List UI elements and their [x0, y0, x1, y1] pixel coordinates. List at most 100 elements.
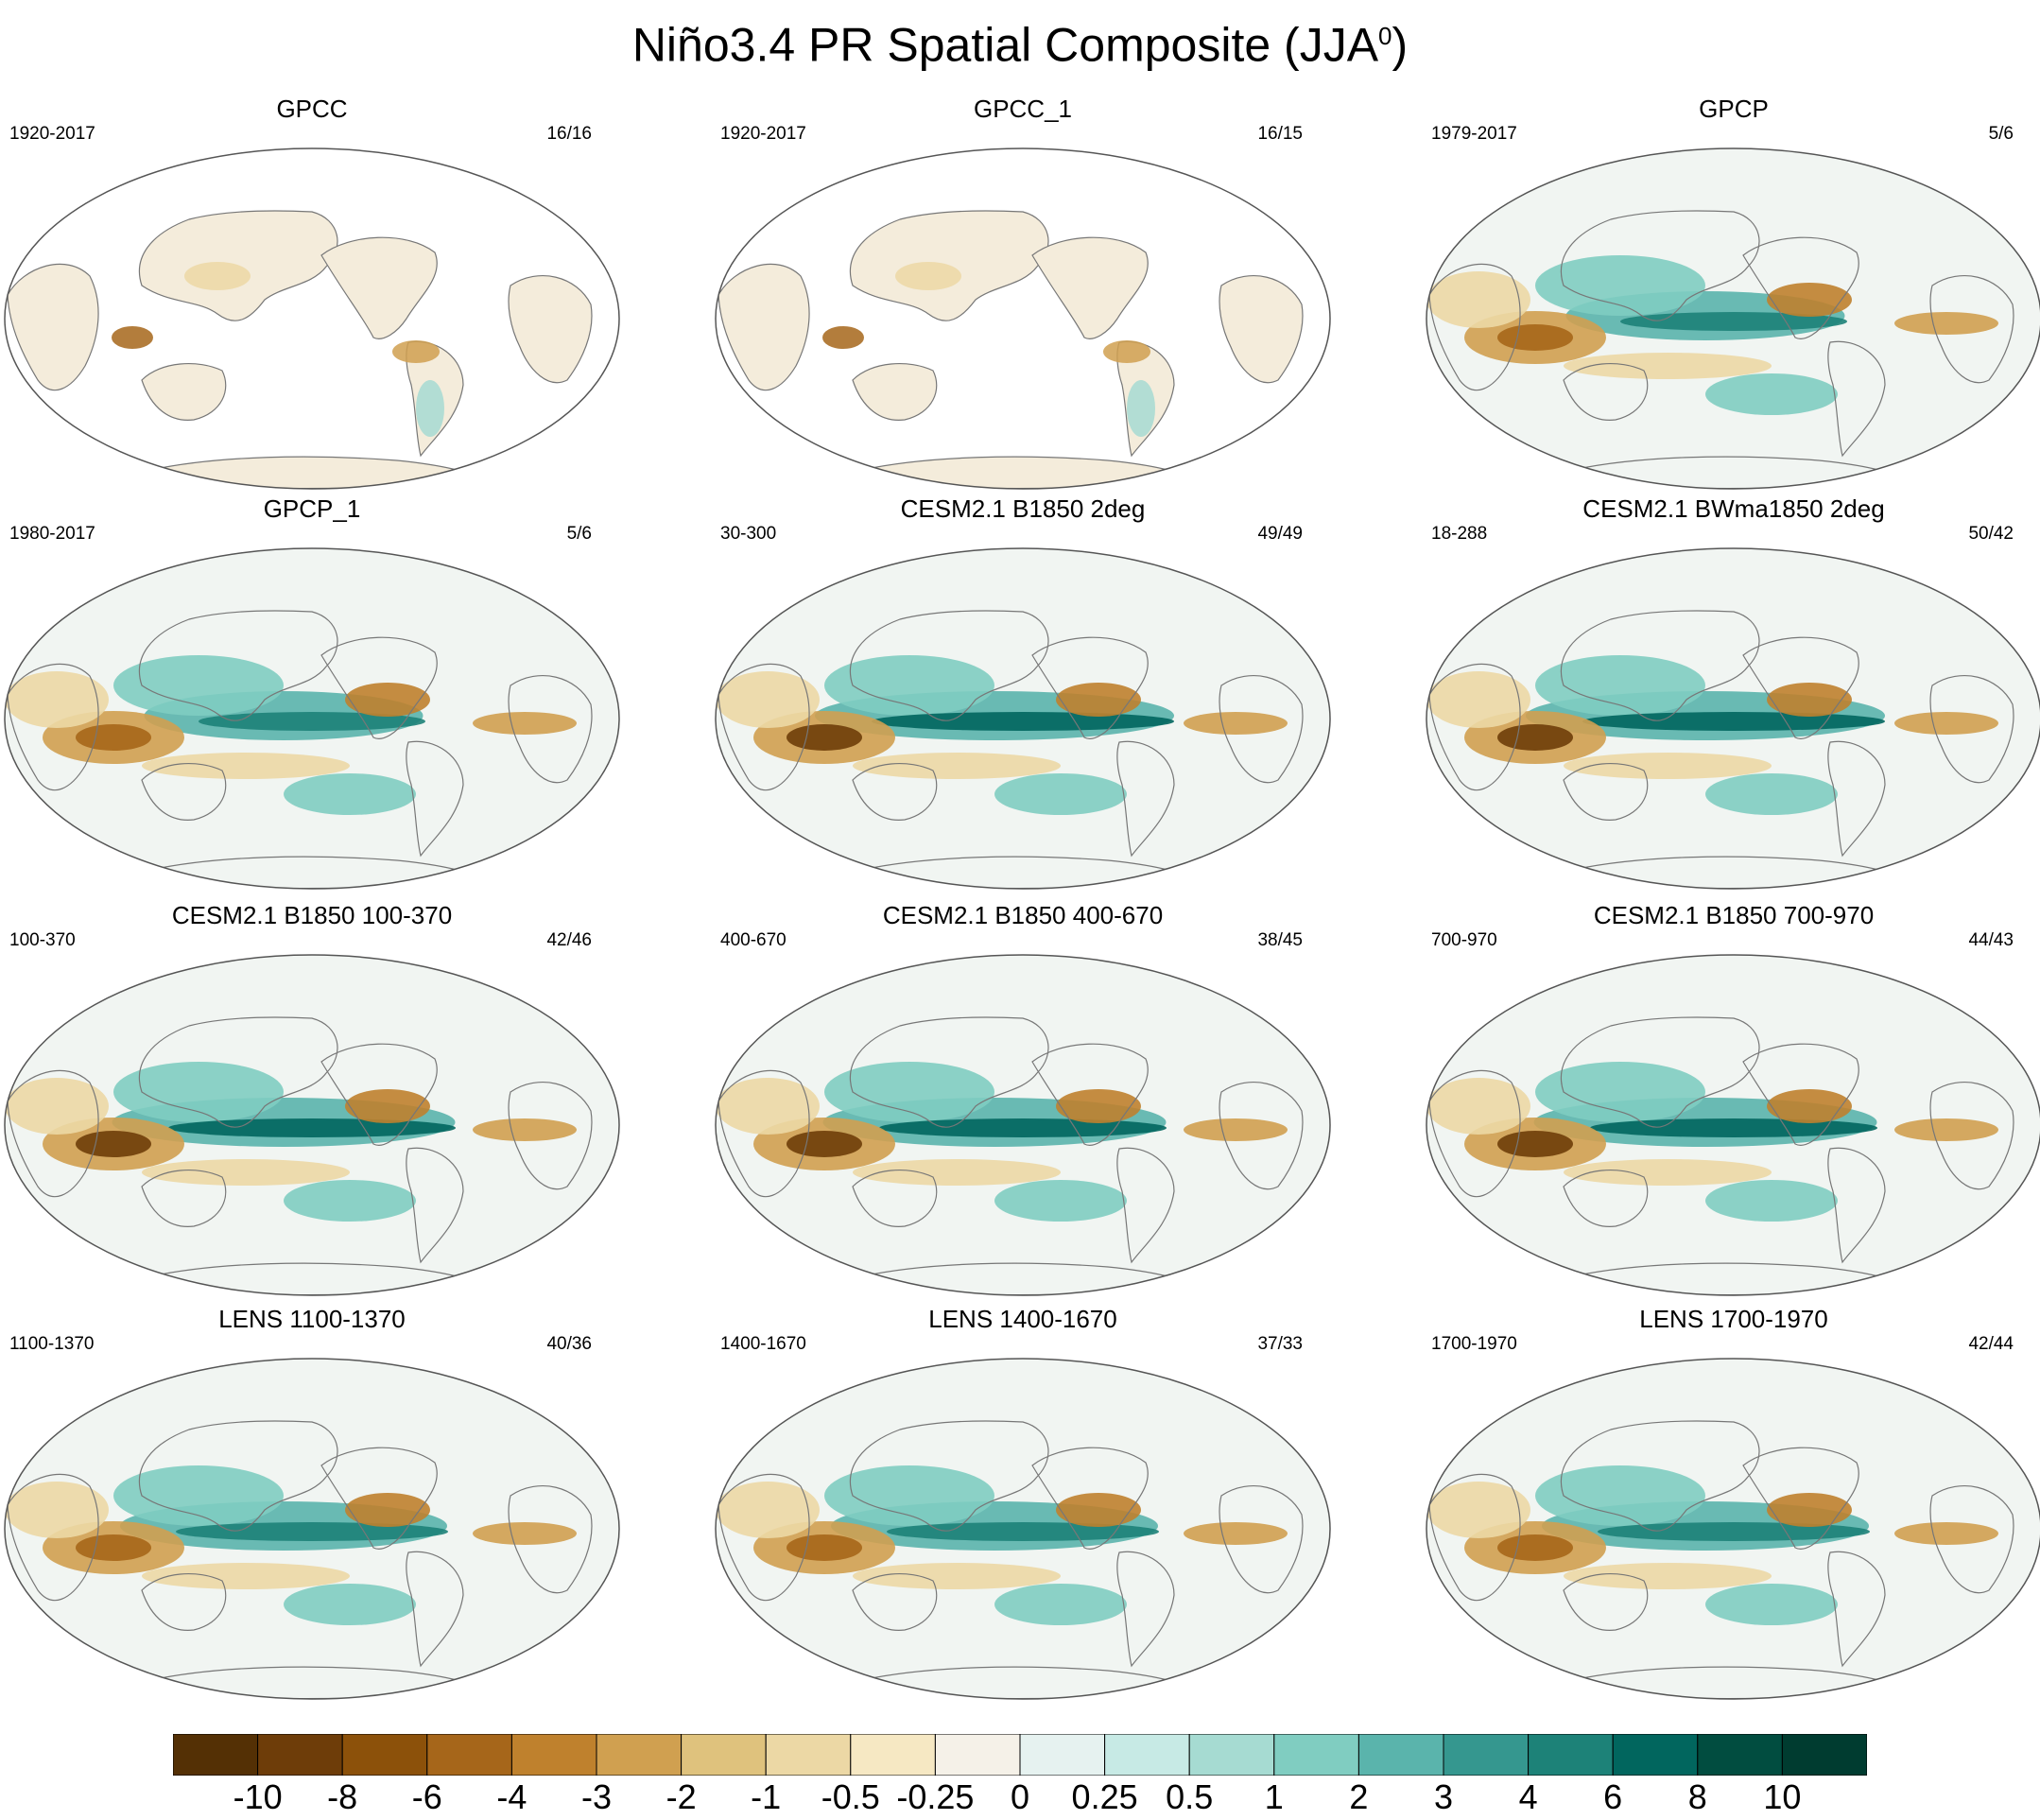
colorbar-swatch: [765, 1734, 852, 1776]
precip-anomaly-region: [1497, 1131, 1573, 1157]
precip-anomaly-region: [473, 712, 577, 735]
map-panel: CESM2.1 B1850 400-670 400-670 38/45: [711, 901, 1392, 1298]
panel-title: CESM2.1 B1850 2deg: [900, 494, 1146, 523]
coastline: [141, 362, 227, 421]
precip-anomaly-region: [168, 1118, 456, 1137]
colorbar-swatch: [596, 1734, 683, 1776]
coastline: [1929, 275, 2014, 384]
panel-years: 1700-1970: [1431, 1334, 1517, 1354]
colorbar-tick-label: 10: [1763, 1777, 1802, 1816]
coastline: [320, 1447, 438, 1550]
panel-count: 42/44: [1968, 1334, 2014, 1354]
panel-title: GPCC: [276, 95, 348, 123]
precip-anomaly-region: [1056, 1493, 1141, 1527]
coastline: [1031, 1447, 1149, 1550]
colorbar-swatch: [1019, 1734, 1106, 1776]
precip-anomaly-region: [824, 1062, 994, 1122]
colorbar-tick-label: -2: [666, 1777, 697, 1816]
precip-anomaly-region: [853, 1563, 1061, 1589]
coastline: [1219, 675, 1304, 784]
coastline: [1219, 1485, 1304, 1594]
panel-years: 100-370: [9, 930, 76, 950]
map-border: [1426, 147, 2040, 490]
precip-anomaly-region: [716, 671, 820, 728]
coastline: [1742, 636, 1859, 739]
precip-anomaly-region: [853, 1159, 1061, 1186]
colorbar-tick-label: 8: [1687, 1777, 1707, 1816]
colorbar-swatch: [1781, 1734, 1867, 1776]
precip-anomaly-region: [1535, 255, 1705, 316]
panel-years: 1100-1370: [9, 1334, 95, 1354]
colorbar-swatch: [341, 1734, 428, 1776]
precip-anomaly-region: [879, 1118, 1167, 1137]
map-border: [1426, 1358, 2040, 1700]
colorbar-swatch: [1357, 1734, 1444, 1776]
coastline: [1560, 210, 1760, 321]
precip-anomaly-region: [994, 1584, 1127, 1625]
precip-anomaly-region: [392, 340, 440, 363]
coastline: [141, 1169, 227, 1227]
coastline: [1116, 1551, 1175, 1668]
colorbar-swatch: [1273, 1734, 1359, 1776]
colorbar-tick-label: -1: [751, 1777, 782, 1816]
coastline: [1116, 740, 1175, 858]
coastline: [320, 1043, 438, 1146]
precip-anomaly-region: [113, 1062, 284, 1122]
precip-anomaly-region: [1894, 712, 1998, 735]
panel-count: 40/36: [546, 1334, 592, 1354]
precip-anomaly-region: [1705, 373, 1838, 415]
map-border: [715, 954, 1331, 1296]
precip-anomaly-region: [1056, 683, 1141, 717]
panel-years: 18-288: [1431, 524, 1488, 544]
precip-anomaly-region: [1127, 380, 1155, 437]
panel-count: 38/45: [1257, 930, 1303, 950]
coastline: [717, 1069, 810, 1198]
precip-anomaly-region: [887, 1522, 1159, 1541]
coastline: [1031, 1043, 1149, 1146]
panel-title: CESM2.1 B1850 400-670: [882, 901, 1164, 929]
precip-anomaly-region: [184, 262, 251, 290]
colorbar-swatch: [1612, 1734, 1699, 1776]
colorbar-tick-label: 3: [1433, 1777, 1454, 1816]
coastline: [1560, 1016, 1760, 1128]
coastline: [849, 610, 1049, 721]
map-border: [4, 1358, 620, 1700]
panel-title: LENS 1700-1970: [1639, 1305, 1828, 1333]
figure-title: Niño3.4 PR Spatial Composite (JJA0): [631, 18, 1409, 72]
colorbar-swatch: [173, 1734, 259, 1776]
coastline: [138, 1016, 338, 1128]
map-panel: CESM2.1 B1850 100-370 100-370 42/46: [0, 901, 681, 1298]
panel-years: 700-970: [1431, 930, 1497, 950]
coastline: [852, 762, 938, 821]
panel-count: 49/49: [1257, 524, 1303, 544]
map-panel: GPCC 1920-2017 16/16: [0, 95, 681, 492]
precip-anomaly-region: [1184, 712, 1288, 735]
precip-anomaly-region: [1535, 1062, 1705, 1122]
precip-anomaly-region: [113, 655, 284, 716]
panel-years: 1920-2017: [720, 124, 806, 144]
panel-years: 1400-1670: [720, 1334, 806, 1354]
map-plot: [715, 1358, 1331, 1700]
precip-anomaly-region: [5, 1078, 109, 1135]
coastline: [138, 610, 338, 721]
precip-anomaly-region: [5, 671, 109, 728]
precip-anomaly-region: [822, 326, 864, 349]
map-plot: [4, 547, 620, 890]
panel-count: 50/42: [1968, 524, 2014, 544]
panel-title: LENS 1100-1370: [218, 1305, 406, 1333]
map-plot: [715, 147, 1331, 490]
panel-count: 5/6: [566, 524, 592, 544]
coastline: [7, 1069, 99, 1198]
precip-anomaly-region: [824, 655, 994, 716]
precip-anomaly-region: [199, 712, 425, 731]
coastline: [508, 675, 593, 784]
colorbar-swatch: [934, 1734, 1021, 1776]
map-panel: CESM2.1 B1850 2deg 30-300 49/49: [711, 494, 1392, 892]
precip-anomaly-region: [76, 1131, 151, 1157]
precip-anomaly-region: [994, 1180, 1127, 1222]
coastline: [141, 1572, 227, 1631]
precip-anomaly-region: [345, 683, 430, 717]
precip-anomaly-region: [895, 262, 961, 290]
panel-title: GPCP_1: [263, 494, 361, 523]
precip-anomaly-region: [1184, 1118, 1288, 1141]
